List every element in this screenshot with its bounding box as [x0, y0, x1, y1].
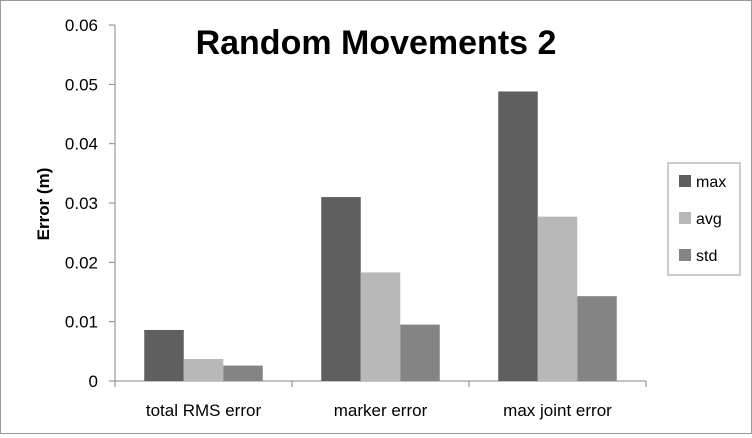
- legend-swatch-std: [679, 249, 691, 261]
- x-tick-label: max joint error: [503, 401, 612, 420]
- x-tick-label: total RMS error: [146, 401, 262, 420]
- x-tick-label: marker error: [334, 401, 428, 420]
- bars: [144, 91, 617, 381]
- legend-swatch-avg: [679, 212, 691, 224]
- legend-label-max: max: [696, 174, 726, 191]
- y-axis-label: Error (m): [34, 168, 53, 241]
- y-tick-label: 0.04: [65, 135, 98, 154]
- y-tick-label: 0.05: [65, 75, 98, 94]
- y-tick-label: 0.03: [65, 194, 98, 213]
- x-axis: total RMS error marker error max joint err…: [114, 380, 647, 420]
- chart-title: Random Movements 2: [196, 24, 557, 62]
- bar-avg: [360, 272, 401, 381]
- bar-max: [498, 91, 538, 381]
- legend-label-avg: avg: [696, 211, 722, 228]
- y-tick-label: 0: [89, 372, 98, 391]
- bar-avg: [183, 359, 224, 381]
- y-tick-label: 0.06: [65, 16, 98, 35]
- bar-max: [144, 329, 184, 381]
- y-tick-label: 0.01: [65, 313, 98, 332]
- bar-avg: [537, 216, 578, 381]
- legend-label-std: std: [696, 248, 717, 265]
- bar-std: [223, 365, 263, 381]
- legend: max avg std: [667, 162, 741, 276]
- bar-max: [321, 197, 361, 381]
- bar-std: [577, 296, 617, 381]
- y-tick-label: 0.02: [65, 253, 98, 272]
- y-axis: 0 0.01 0.02 0.03 0.04 0.05 0.06: [65, 16, 116, 391]
- legend-swatch-max: [679, 175, 691, 187]
- bar-std: [400, 324, 440, 381]
